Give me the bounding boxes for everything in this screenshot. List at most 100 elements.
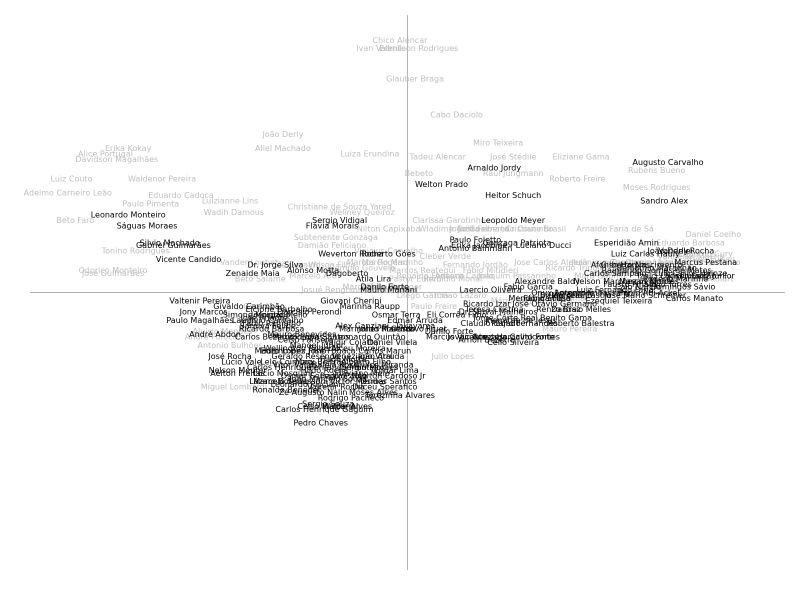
point-label-highlighted: Ronaldo Benedet [253,385,321,394]
point-label-faded: Daniel Coelho [685,230,741,239]
point-label-highlighted: Dr. Sinval Malheiros [459,308,538,317]
point-label-highlighted: Flávia Morais [306,222,359,231]
point-label-faded: Marcos Reategui [389,266,455,275]
point-label-highlighted: Jovair Arantes [446,333,503,342]
point-label-highlighted: Elcione Barbalho [246,305,313,314]
point-label-faded: Luiza Erundina [340,150,399,159]
point-label-highlighted: Dagoberto [326,269,368,278]
point-label-faded: Erika Kokay [105,144,152,153]
point-label-highlighted: Alex Canziani [335,322,389,331]
point-label-highlighted: Victor Mendes [330,377,387,386]
point-label-highlighted: Paulo Foletto [450,236,502,245]
point-label-highlighted: Pedro Chaves [293,419,347,428]
point-label-highlighted: Valdir Colatto [324,338,378,347]
point-label-highlighted: Jony Marcos [179,308,228,317]
point-label-highlighted: Danilo Forte [361,283,410,292]
point-label-faded: Bebeto [405,169,434,178]
point-label-highlighted: Marcus Vicente [426,333,487,342]
point-label-highlighted: André Abdon [189,329,241,339]
point-label-highlighted: José Fogaça [307,346,355,356]
point-label-highlighted: Celso Pansera [278,335,334,344]
point-label-faded: Lucio Vieira Lima [517,294,585,303]
point-label-highlighted: Roberto Góes [362,248,416,258]
point-label-faded: João Gualberto [449,224,509,233]
point-label-faded: Beto Salame [235,274,286,283]
point-label-highlighted: Izalci Lucas [638,272,684,281]
point-label-highlighted: Jorginho Mello [250,311,308,320]
point-label-highlighted: Simone Morgado [223,311,291,320]
point-label-faded: Antonio Bulhões [198,341,263,350]
point-label-faded: Luizianne Lins [202,197,258,206]
point-label-highlighted: Jutahy Junior [683,272,735,281]
point-label-faded: Odorico Monteiro [79,266,148,275]
point-label-highlighted: Alceu Moreira [331,344,386,353]
point-label-highlighted: Celso Maldaner [297,402,359,411]
point-label-highlighted: Aelton Freitas [210,369,265,378]
point-label-highlighted: Fabio Garcia [504,283,553,292]
point-label-highlighted: Veneziano Vital [332,352,393,361]
point-label-faded: Pastor Eurico [389,274,441,283]
point-label-faded: Paulo Freire [411,302,457,311]
point-label-faded: Diego Garcia [397,291,449,300]
point-label-highlighted: Claudio Cajado [461,319,521,328]
point-label-highlighted: Bruno Araújo [540,291,592,300]
point-label-highlighted: Soraya Santos [292,333,350,342]
point-label-highlighted: Rodrigo Pacheco [318,394,384,403]
point-label-highlighted: Gustavo Fruet [391,324,447,333]
point-label-highlighted: Vandelei [658,247,692,256]
point-label-faded: Edio Lopes [375,286,418,295]
point-label-faded: José Stédile [489,151,537,161]
point-label-highlighted: Takayama [394,322,435,331]
point-label-faded: Wladimir Costa [419,224,480,233]
point-label-faded: Ivan Valente [356,44,406,53]
point-label-highlighted: Antonio Balhmann [438,244,512,253]
point-label-faded: Alice Portugal [78,150,133,159]
point-label-faded: Vander Loubet [220,258,278,267]
point-label-faded: Luis Tibé [375,285,410,295]
point-label-faded: Davidson Magalhães [75,155,158,164]
point-label-faded: Christiane de Souza Yared [288,202,392,211]
point-label-faded: Ademir Camilo [435,272,494,281]
point-label-highlighted: João Marcelo Souza [288,374,367,383]
point-label-faded: Tonino Rodrigues [101,247,170,256]
point-label-highlighted: Esperidião Amin [594,238,659,247]
point-label-faded: Otavio Leite [625,258,673,267]
point-label-highlighted: Terezinha Alvares [364,391,435,400]
point-label-highlighted: Raimundo Gomes de Matos [602,266,712,275]
point-label-faded: Paulo Pimenta [122,200,179,209]
point-label-faded: Beto Faro [56,216,94,225]
point-label-highlighted: Onyx Lorenzoni [531,288,593,297]
point-label-faded: Eduardo Cadoca [148,191,214,200]
point-label-highlighted: Mauro Lopes [273,333,324,342]
point-label-highlighted: Laercio Oliveira [459,286,521,295]
point-label-highlighted: Ezequiel Teixeira [586,297,653,306]
point-label-faded: Ricardo Tripoli [545,263,601,272]
point-label-highlighted: Edinho Bez [261,347,306,356]
point-label-faded: João Derly [261,130,303,139]
point-label-highlighted: Flaviano Melo [335,369,390,378]
point-label-faded: Wadih Damous [204,208,264,217]
point-label-faded: Vinicius Carvalho [354,247,423,256]
point-label-highlighted: Gonzaga Patriota [483,238,552,247]
point-label-faded: Clarissa Garotinho [412,216,486,225]
point-label-highlighted: Rogério Marinho [643,273,709,283]
point-label-faded: Rubens Bueno [628,166,686,175]
point-label-highlighted: Carlos Marun [358,347,411,356]
point-label-highlighted: Lúcio Vale [221,358,261,367]
point-label-highlighted: Carlos Henrique [247,363,311,372]
point-label-highlighted: Heitor Schuch [485,191,541,200]
point-label-highlighted: Vitor Valim [273,360,317,369]
point-label-faded: Nilson Pinto [693,258,740,267]
point-label-highlighted: Antonio Imbassahy [554,288,631,297]
point-label-highlighted: João Arruda [357,352,405,361]
point-label-highlighted: Ságuas Moraes [117,222,178,231]
point-label-highlighted: Afonso Hamm [591,261,647,270]
point-label-highlighted: Lázaro Botelho [249,377,309,386]
point-label-highlighted: Rocha [690,247,715,256]
point-label-highlighted: Silvio Machado [140,238,200,247]
point-label-highlighted: Saraiva Felipe [240,322,296,331]
point-label-faded: Fábio Mitidieri [463,266,519,275]
point-label-faded: Luiz Couto [51,175,93,184]
